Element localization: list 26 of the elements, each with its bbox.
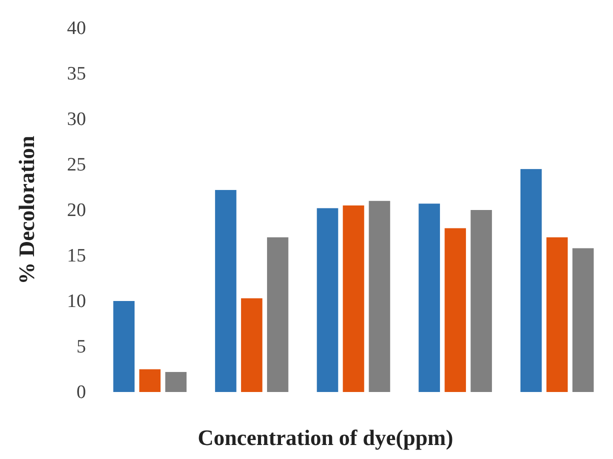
bar (267, 237, 288, 392)
bar (215, 190, 236, 392)
bar (316, 208, 338, 392)
bar (470, 210, 492, 392)
bar (113, 301, 135, 392)
bar (241, 298, 262, 392)
y-tick-label: 10 (67, 291, 86, 312)
y-tick-label: 30 (67, 109, 86, 130)
bar (139, 369, 161, 392)
y-tick-label: 25 (67, 154, 86, 176)
bar (165, 372, 187, 392)
y-tick-label: 40 (67, 18, 86, 40)
x-axis-title: Concentration of dye(ppm) (198, 425, 454, 450)
bar (546, 237, 568, 392)
bar (520, 169, 542, 392)
bar (572, 248, 594, 392)
bar (342, 205, 364, 392)
y-tick-label: 35 (67, 64, 86, 85)
bar (418, 204, 440, 392)
y-tick-label: 20 (67, 200, 86, 222)
bar (368, 200, 390, 392)
y-tick-label: 0 (76, 382, 86, 404)
y-tick-label: 5 (76, 336, 86, 358)
y-tick-label: 15 (67, 246, 86, 267)
y-axis-title: % Decoloration (14, 136, 39, 284)
bar (444, 228, 466, 392)
